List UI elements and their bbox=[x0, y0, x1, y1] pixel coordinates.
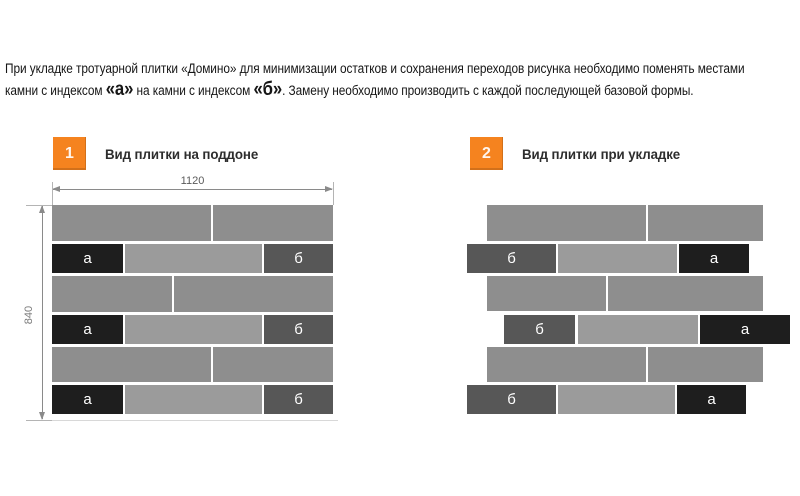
tile-gray bbox=[648, 347, 763, 382]
panel-2-title: Вид плитки при укладке bbox=[522, 146, 681, 162]
intro-segment: на камни с индексом bbox=[133, 83, 254, 98]
dimension-line bbox=[53, 189, 332, 190]
tile-label: а bbox=[83, 250, 92, 267]
intro-text-line1: При укладке тротуарной плитки «Домино» д… bbox=[5, 61, 745, 76]
tile-mid bbox=[125, 385, 262, 414]
tile-mid bbox=[125, 315, 262, 344]
tile-gray bbox=[52, 276, 172, 312]
tile-gray bbox=[487, 347, 646, 382]
intro-segment: . Замену необходимо производить с каждой… bbox=[282, 83, 694, 98]
dimension-width-line bbox=[52, 186, 333, 193]
tile-b: б bbox=[264, 315, 333, 344]
arrow-right-icon bbox=[325, 186, 333, 192]
tile-gray bbox=[213, 205, 333, 241]
extension-line-left-top bbox=[26, 205, 52, 206]
tile-label: а bbox=[83, 391, 92, 408]
tile-mid bbox=[558, 385, 675, 414]
tile-label: а bbox=[707, 391, 716, 408]
tile-gray bbox=[52, 347, 211, 382]
tile-label: б bbox=[535, 321, 544, 338]
extension-line-left-bottom bbox=[26, 420, 52, 421]
diagram-tiles-on-pallet: а б а б а б bbox=[52, 205, 333, 415]
tile-label: а bbox=[709, 250, 719, 267]
pallet-bottom-line bbox=[52, 420, 338, 421]
index-a-label: «а» bbox=[105, 79, 134, 100]
tile-a: а bbox=[52, 385, 123, 414]
tile-label: б bbox=[294, 321, 303, 338]
tile-gray bbox=[213, 347, 333, 382]
dimension-height-line bbox=[39, 205, 46, 420]
tile-b: б bbox=[264, 385, 333, 414]
arrow-up-icon bbox=[39, 205, 45, 213]
panel-2-number-badge: 2 bbox=[470, 137, 503, 170]
panel-1-title: Вид плитки на поддоне bbox=[105, 146, 259, 162]
arrow-left-icon bbox=[52, 186, 60, 192]
tile-gray bbox=[487, 276, 606, 311]
tile-gray bbox=[608, 276, 763, 311]
tile-gray bbox=[648, 205, 763, 241]
tile-a: а bbox=[52, 315, 123, 344]
intro-text-line2: камни с индексом «а» на камни с индексом… bbox=[5, 80, 694, 99]
panel-1-number-badge: 1 bbox=[53, 137, 86, 170]
tile-label: а bbox=[740, 321, 750, 338]
dimension-height-label: 840 bbox=[23, 305, 35, 325]
panel-1-number: 1 bbox=[65, 144, 74, 162]
tile-gray bbox=[174, 276, 333, 312]
tile-mid bbox=[578, 315, 698, 344]
tile-label: а bbox=[83, 321, 92, 338]
tile-mid bbox=[125, 244, 262, 273]
tile-mid bbox=[558, 244, 677, 273]
arrow-down-icon bbox=[39, 412, 45, 420]
tile-label: б bbox=[507, 250, 516, 267]
tile-b: б bbox=[467, 244, 556, 273]
tile-b: б bbox=[504, 315, 575, 344]
tile-a: а bbox=[677, 385, 746, 414]
tile-a: а bbox=[52, 244, 123, 273]
extension-line-top-right bbox=[333, 182, 334, 205]
tile-b: б bbox=[467, 385, 556, 414]
tile-gray bbox=[487, 205, 646, 241]
tile-a: а bbox=[679, 244, 749, 273]
dimension-line bbox=[42, 206, 43, 419]
tile-label: б bbox=[294, 250, 303, 267]
tile-b: б bbox=[264, 244, 333, 273]
intro-segment: камни с индексом bbox=[5, 83, 106, 98]
panel-2-number: 2 bbox=[482, 144, 491, 162]
index-b-label: «б» bbox=[253, 79, 283, 100]
extension-line-top-left bbox=[52, 182, 53, 205]
intro-segment: При укладке тротуарной плитки «Домино» д… bbox=[5, 61, 745, 76]
tile-a: а bbox=[700, 315, 790, 344]
tile-label: б bbox=[507, 391, 516, 408]
tile-gray bbox=[52, 205, 211, 241]
tile-label: б bbox=[294, 391, 303, 408]
diagram-tiles-laid: б а б а б а bbox=[467, 205, 790, 415]
dimension-width-label: 1120 bbox=[180, 175, 205, 187]
